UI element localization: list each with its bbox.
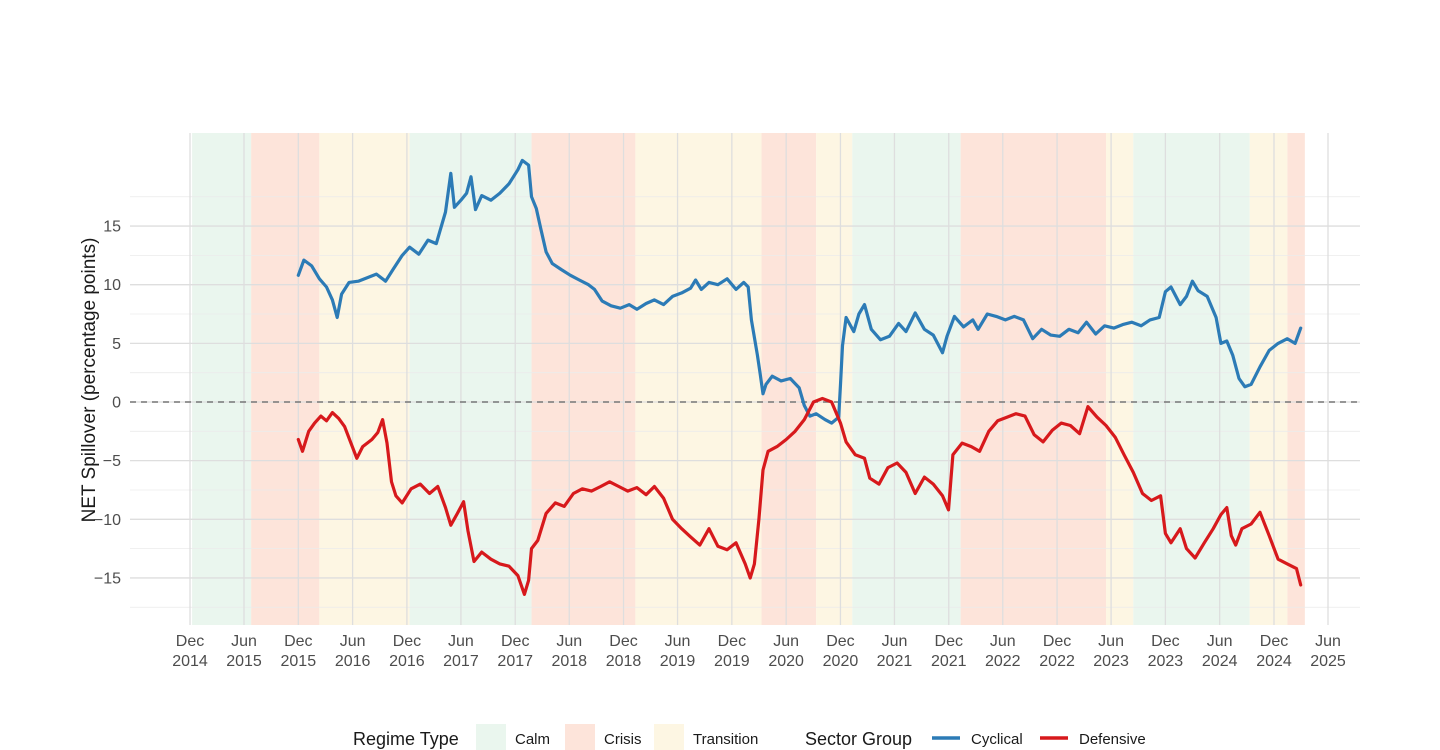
y-tick-label: 15: [103, 219, 121, 236]
regime-band-transition: [1106, 133, 1134, 625]
x-tick-label-year: 2019: [714, 653, 750, 670]
regime-bands: [192, 133, 1305, 625]
regime-band-calm: [1133, 133, 1250, 625]
x-tick-label-month: Jun: [340, 633, 366, 650]
legend-label-cyclical: Cyclical: [971, 731, 1023, 748]
y-tick-label: 0: [112, 395, 121, 412]
x-tick-label-month: Dec: [826, 633, 854, 650]
x-tick-label-year: 2014: [172, 653, 208, 670]
legend-sector-title: Sector Group: [805, 729, 912, 749]
x-tick-label-year: 2019: [660, 653, 696, 670]
x-tick-label-month: Jun: [1315, 633, 1341, 650]
y-axis-label: NET Spillover (percentage points): [79, 238, 100, 523]
legend-label-crisis: Crisis: [604, 731, 642, 748]
legend-swatch-calm: [476, 724, 506, 750]
x-tick-label-year: 2022: [985, 653, 1021, 670]
regime-band-crisis: [251, 133, 320, 625]
legend-regime-items: Calm Crisis Transition: [476, 724, 758, 750]
x-tick-label-month: Jun: [773, 633, 799, 650]
x-tick-label-year: 2025: [1310, 653, 1346, 670]
x-tick-label-year: 2018: [551, 653, 587, 670]
legend-swatch-crisis: [565, 724, 595, 750]
y-tick-label: −15: [94, 570, 121, 587]
regime-band-crisis: [1287, 133, 1305, 625]
y-tick-label: 10: [103, 277, 121, 294]
legend-sector-items: Cyclical Defensive: [932, 731, 1146, 748]
regime-band-calm: [192, 133, 252, 625]
x-tick-label-year: 2018: [606, 653, 642, 670]
x-tick-label-year: 2016: [389, 653, 425, 670]
x-tick-label-year: 2022: [1039, 653, 1075, 670]
x-tick-label-month: Jun: [556, 633, 582, 650]
series-line-defensive: [296, 396, 1303, 596]
x-axis-ticks: Dec 2014 Jun 2015 Dec 2015 Jun 2016 Dec 2016 Jun 20…: [172, 633, 1346, 670]
series-lines: [296, 158, 1303, 596]
grid: [130, 133, 1360, 625]
legend-label-transition: Transition: [693, 731, 758, 748]
x-tick-label-year: 2023: [1148, 653, 1184, 670]
x-tick-label-year: 2024: [1202, 653, 1238, 670]
x-tick-label-month: Jun: [1098, 633, 1124, 650]
y-tick-label: 5: [112, 336, 121, 353]
x-tick-label-year: 2017: [497, 653, 533, 670]
legend: Regime Type Calm Crisis Transition Sector …: [353, 724, 1146, 750]
regime-band-transition: [319, 133, 410, 625]
x-tick-label-month: Dec: [1260, 633, 1288, 650]
x-tick-label-year: 2016: [335, 653, 371, 670]
x-tick-label-month: Dec: [1043, 633, 1071, 650]
x-tick-label-year: 2021: [877, 653, 913, 670]
regime-band-transition: [816, 133, 853, 625]
x-tick-label-month: Dec: [501, 633, 529, 650]
y-tick-label: −5: [103, 453, 121, 470]
regime-band-calm: [852, 133, 961, 625]
series-line-cyclical: [296, 158, 1303, 425]
x-tick-label-year: 2020: [768, 653, 804, 670]
legend-label-calm: Calm: [515, 731, 550, 748]
x-tick-label-month: Dec: [176, 633, 204, 650]
x-tick-label-year: 2024: [1256, 653, 1292, 670]
x-tick-label-year: 2023: [1093, 653, 1129, 670]
y-tick-label: −10: [94, 512, 121, 529]
x-tick-label-month: Jun: [990, 633, 1016, 650]
x-tick-label-month: Dec: [284, 633, 312, 650]
legend-swatch-transition: [654, 724, 684, 750]
regime-band-transition: [635, 133, 762, 625]
regime-band-transition: [1249, 133, 1288, 625]
x-tick-label-month: Dec: [1151, 633, 1179, 650]
x-tick-label-year: 2017: [443, 653, 479, 670]
y-axis-ticks: −15 −10 −5 0 5 10 15: [94, 219, 121, 588]
x-tick-label-month: Jun: [882, 633, 908, 650]
x-tick-label-month: Dec: [718, 633, 746, 650]
x-tick-label-year: 2015: [281, 653, 317, 670]
x-tick-label-month: Dec: [609, 633, 637, 650]
x-tick-label-month: Dec: [935, 633, 963, 650]
x-tick-label-year: 2021: [931, 653, 967, 670]
x-tick-label-month: Jun: [1207, 633, 1233, 650]
x-tick-label-year: 2015: [226, 653, 262, 670]
x-tick-label-year: 2020: [823, 653, 859, 670]
x-tick-label-month: Jun: [448, 633, 474, 650]
regime-band-crisis: [960, 133, 1107, 625]
legend-regime-title: Regime Type: [353, 729, 459, 749]
x-tick-label-month: Jun: [665, 633, 691, 650]
legend-label-defensive: Defensive: [1079, 731, 1146, 748]
regime-band-crisis: [531, 133, 636, 625]
x-tick-label-month: Jun: [231, 633, 257, 650]
x-tick-label-month: Dec: [393, 633, 421, 650]
